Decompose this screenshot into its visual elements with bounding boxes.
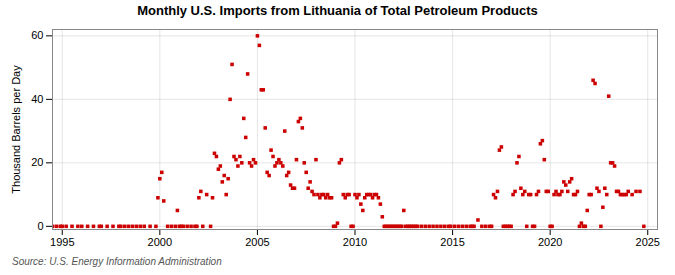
html-text:Monthly U.S. Imports from Lith: Monthly U.S. Imports from Lithuania of T… xyxy=(137,3,538,18)
svg-text:40: 40 xyxy=(31,93,43,105)
svg-text:2025: 2025 xyxy=(635,236,659,248)
html-text:Source: U.S. Energy Informatio: Source: U.S. Energy Information Administ… xyxy=(12,256,222,267)
svg-text:2000: 2000 xyxy=(148,236,172,248)
svg-text:2005: 2005 xyxy=(245,236,269,248)
svg-text:0: 0 xyxy=(37,220,43,232)
svg-text:60: 60 xyxy=(31,29,43,41)
svg-text:20: 20 xyxy=(31,156,43,168)
svg-text:2020: 2020 xyxy=(538,236,562,248)
svg-text:2015: 2015 xyxy=(440,236,464,248)
svg-text:2010: 2010 xyxy=(343,236,367,248)
svg-text:Thousand Barrels per Day: Thousand Barrels per Day xyxy=(10,65,22,194)
svg-text:1995: 1995 xyxy=(50,236,74,248)
